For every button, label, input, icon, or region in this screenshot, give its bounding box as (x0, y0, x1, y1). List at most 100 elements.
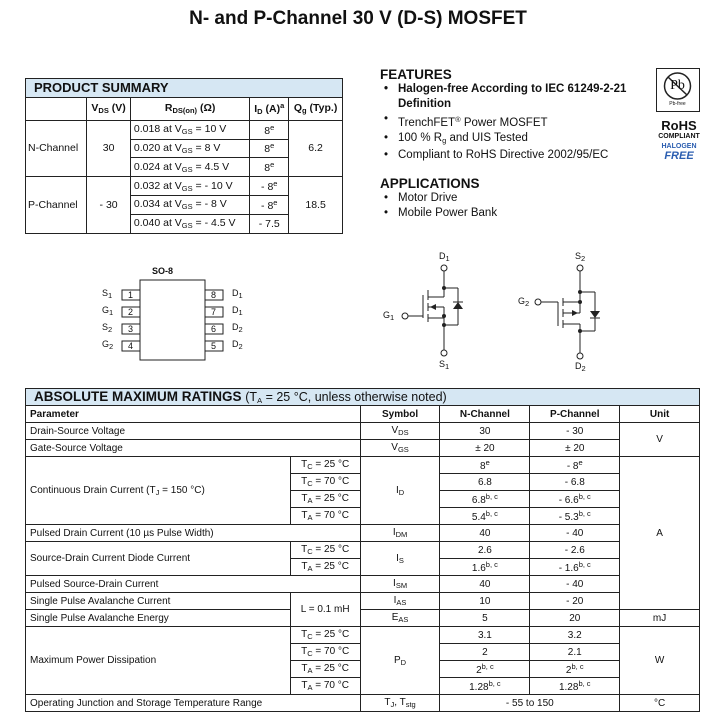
table-row: TA = 25 °C 6.8b, c- 6.6b, c (26, 490, 700, 508)
rohs-compliant-text: COMPLIANT (658, 133, 700, 140)
unit: °C (619, 694, 700, 712)
n-value: ± 20 (439, 439, 531, 457)
superscript: e (270, 122, 275, 132)
subscript: A (307, 683, 313, 692)
value: - 55 to 150 (439, 694, 621, 712)
subscript: DM (395, 530, 408, 539)
p-value: - 2.6 (529, 541, 621, 559)
param: Gate-Source Voltage (25, 439, 361, 457)
superscript: b, c (481, 662, 494, 671)
param: Maximum Power Dissipation (25, 626, 291, 695)
page-title: N- and P-Channel 30 V (D-S) MOSFET (189, 8, 527, 29)
p-value: 1.28b, c (529, 677, 621, 695)
condition: TC = 70 °C (289, 643, 361, 661)
table-row: Continuous Drain Current (TJ = 150 °C) TC… (25, 456, 700, 610)
subscript: DS (98, 106, 109, 116)
cell: 0.040 at VGS = - 4.5 V (129, 213, 251, 234)
p-value: 2b, c (529, 660, 621, 678)
col-header: RDS(on) (Ω) (129, 96, 251, 121)
table-row: Pulsed Source-Drain Current ISM 40- 40 (25, 575, 700, 593)
cell: 0.032 at VGS = - 10 V (129, 176, 251, 196)
pin-label: S1 (102, 288, 113, 300)
subscript: A (307, 666, 313, 675)
condition: TC = 25 °C (289, 456, 361, 474)
terminal-label: D1 (439, 251, 450, 263)
symbol: VDS (359, 422, 441, 440)
unit: A (619, 456, 700, 610)
subscript: 1 (238, 291, 243, 300)
pinout-graphic (121, 264, 600, 361)
pin-label: S2 (102, 322, 113, 334)
absolute-maximum-ratings-table: ABSOLUTE MAXIMUM RATINGS (TA = 25 °C, un… (25, 388, 700, 712)
superscript: ® (455, 115, 461, 124)
col-header: N-Channel (439, 405, 531, 423)
table-row: Single Pulse Avalanche Current L = 0.1 mH… (25, 592, 700, 627)
table-row: TC = 70 °C 2 2.1 (26, 643, 700, 661)
unit: W (619, 626, 700, 695)
subscript: 1 (109, 308, 114, 317)
param: Pulsed Source-Drain Current (25, 575, 361, 593)
cell: 0.018 at VGS = 10 V (129, 119, 251, 140)
rohs-text: RoHS (661, 118, 697, 133)
p-value: - 6.8 (529, 473, 621, 491)
cell: 18.5 (288, 176, 343, 234)
pin-number: 3 (128, 324, 134, 334)
subscript: D (398, 487, 405, 497)
subscript: A (307, 513, 313, 522)
symbol: IAS (359, 592, 441, 610)
subscript: 1 (445, 254, 450, 263)
pin-label: D2 (232, 339, 243, 351)
feature-item: Compliant to RoHS Directive 2002/95/EC (380, 148, 650, 163)
n-value: 40 (439, 575, 531, 593)
subscript: GS (181, 164, 193, 174)
halogen-free-text: FREE (664, 150, 694, 162)
subscript: C (307, 462, 313, 471)
package-name: SO-8 (152, 266, 174, 276)
symbol: EAS (359, 609, 441, 627)
table-row: Gate-Source Voltage VGS ± 20 ± 20 (25, 439, 700, 457)
pin-number: 4 (128, 341, 134, 351)
feature-item: 100 % Rg and UIS Tested (380, 131, 650, 148)
col-header: Unit (619, 405, 700, 423)
condition: TC = 25 °C (289, 626, 361, 644)
symbol: ISM (359, 575, 441, 593)
param: Single Pulse Avalanche Energy (25, 609, 291, 627)
terminal-label: S1 (439, 359, 450, 371)
n-value: 6.8b, c (439, 490, 531, 508)
condition: L = 0.1 mH (289, 592, 361, 627)
subscript: 1 (390, 313, 395, 322)
subscript: 2 (581, 254, 586, 263)
table-row: Maximum Power Dissipation TC = 25 °C PD 3.1… (25, 626, 700, 695)
col-header: Parameter (25, 405, 361, 423)
subscript: A (307, 564, 313, 573)
subscript: stg (405, 700, 416, 709)
cell: 0.024 at VGS = 4.5 V (129, 157, 251, 178)
pin-number: 1 (128, 290, 134, 300)
p-value: 3.2 (529, 626, 621, 644)
n-value: 3.1 (439, 626, 531, 644)
n-value: 6.8 (439, 473, 531, 491)
n-value: 2.6 (439, 541, 531, 559)
param: Operating Junction and Storage Temperatu… (25, 694, 361, 712)
symbol: IS (359, 541, 441, 576)
product-summary-table: PRODUCT SUMMARY VDS (V) RDS(on) (Ω) ID (… (24, 78, 343, 234)
superscript: b, c (578, 560, 591, 569)
superscript: e (270, 141, 275, 151)
superscript: b, c (578, 679, 591, 688)
n-value: 1.6b, c (439, 558, 531, 576)
subscript: AS (398, 615, 409, 624)
superscript: e (273, 179, 278, 189)
subscript: J (390, 700, 395, 709)
subscript: A (307, 496, 313, 505)
table-row: TC = 70 °C 6.8- 6.8 (26, 473, 700, 491)
subscript: S (398, 555, 404, 565)
pb-text: Pb (670, 78, 685, 93)
n-value: 30 (439, 422, 531, 440)
subscript: 2 (525, 299, 530, 308)
subscript: 2 (238, 342, 243, 351)
condition: TC = 70 °C (289, 473, 361, 491)
subscript: AS (396, 598, 407, 607)
subscript: DS(on) (172, 106, 198, 116)
subscript: J (155, 487, 160, 497)
cell: 8e (249, 119, 290, 140)
